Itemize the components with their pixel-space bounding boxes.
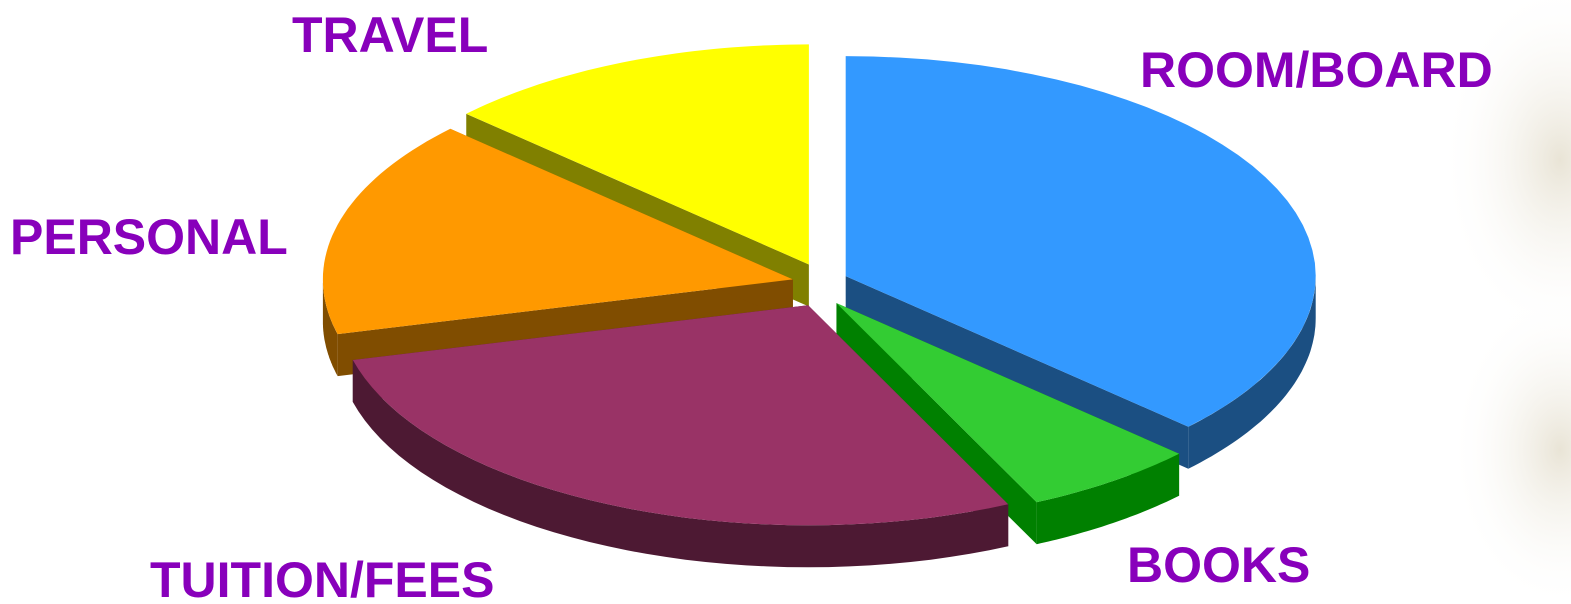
slice-label-tuition-fees: TUITION/FEES <box>150 552 495 604</box>
pie-slice-personal-top <box>322 128 793 335</box>
pie-slice-books-top <box>836 303 1180 503</box>
pie-slice-tuition-fees-rim-0 <box>352 360 1009 568</box>
pie-slice-personal <box>322 128 793 377</box>
pie-slice-books <box>836 303 1180 545</box>
pie-slice-tuition-fees <box>352 305 1009 568</box>
pie-slice-room-board-top <box>845 56 1316 427</box>
pie-slice-personal-rim-0 <box>322 279 338 377</box>
pie-slice-room-board-rim-0 <box>1188 276 1316 469</box>
pie-slice-tuition-fees-top <box>352 305 1009 526</box>
slice-label-books: BOOKS <box>1127 537 1311 593</box>
slice-label-travel: TRAVEL <box>292 7 489 63</box>
slice-label-personal: PERSONAL <box>10 209 288 265</box>
pie-slice-travel-top <box>466 44 809 265</box>
slice-label-room-board: ROOM/BOARD <box>1140 42 1493 98</box>
pie-slice-books-rim-0 <box>1036 453 1180 545</box>
